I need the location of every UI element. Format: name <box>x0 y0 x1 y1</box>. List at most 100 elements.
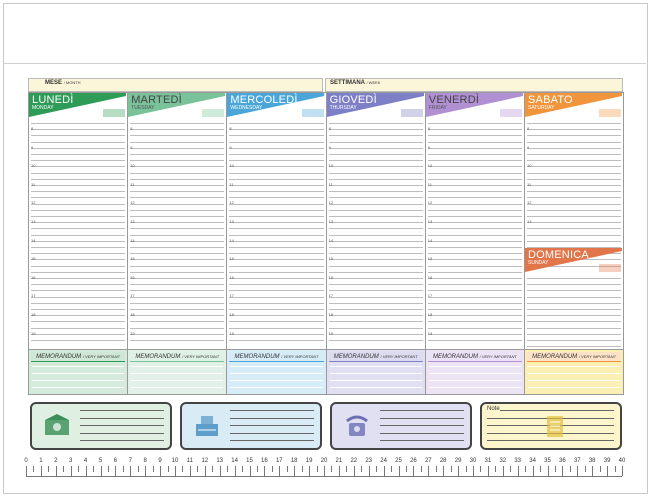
writing-line <box>130 296 225 298</box>
writing-line <box>328 166 423 168</box>
memorandum-box[interactable]: MEMORANDUM / VERY IMPORTANT <box>128 349 227 394</box>
ruler-tick <box>443 466 445 476</box>
day-column[interactable]: VENERDÌ FRIDAY 8 9 10 11 12 13 14 15 16 17 18 19 MEMOR… <box>424 92 525 395</box>
hour-label: 8 <box>130 126 133 131</box>
hour-label: 17 <box>31 293 36 299</box>
writing-line <box>427 253 522 255</box>
date-box[interactable] <box>103 109 126 117</box>
day-column[interactable]: MARTEDÌ TUESDAY 8 9 10 11 12 13 14 15 16 17 18 19 MEMO… <box>127 92 228 395</box>
memorandum-title: MEMORANDUM <box>234 354 282 360</box>
writing-line <box>527 346 622 348</box>
memo-line <box>528 380 621 381</box>
ruler-number: 17 <box>275 458 283 464</box>
memorandum-title: MEMORANDUM <box>532 354 579 360</box>
writing-line <box>229 222 324 224</box>
writing-line <box>427 333 522 335</box>
writing-line <box>130 265 225 267</box>
writing-line <box>328 265 423 267</box>
day-name: LUNEDÌ <box>32 94 74 106</box>
writing-line <box>31 154 126 155</box>
memorandum-subtitle: / VERY IMPORTANT <box>578 354 617 359</box>
writing-line <box>427 247 522 248</box>
writing-line <box>427 141 522 143</box>
memorandum-subtitle: / VERY IMPORTANT <box>82 354 121 359</box>
bottom-note-box[interactable] <box>30 402 172 450</box>
day-column[interactable]: SABATO SATURDAY 8 9 10 11 12 13 DOMENICA SUNDAY ME… <box>524 92 625 395</box>
ruler-tick <box>70 466 72 476</box>
week-label: SETTIMANA / WEEK <box>330 80 381 86</box>
writing-line <box>328 197 423 199</box>
day-header-band <box>525 93 623 117</box>
date-box[interactable] <box>599 109 622 117</box>
writing-line <box>527 197 622 199</box>
writing-line <box>130 271 225 273</box>
ruler-tick <box>592 466 594 476</box>
sunday-section[interactable]: DOMENICA SUNDAY <box>525 248 623 352</box>
memorandum-box[interactable]: MEMORANDUM / VERY IMPORTANT <box>326 349 425 394</box>
day-name-english: FRIDAY <box>428 105 447 111</box>
hour-label: 10 <box>328 163 334 169</box>
ruler-number: 8 <box>143 458 147 464</box>
ruler-tick <box>577 466 579 476</box>
writing-line <box>229 141 324 143</box>
writing-line <box>427 222 522 224</box>
box-line <box>80 440 164 441</box>
writing-line <box>31 302 126 304</box>
memo-line <box>131 380 224 381</box>
memo-line <box>230 366 323 367</box>
box-line <box>230 432 314 434</box>
memo-line <box>131 387 224 388</box>
date-box[interactable] <box>499 109 522 117</box>
writing-line <box>427 203 522 205</box>
ruler-tick <box>450 466 452 472</box>
week-field[interactable]: SETTIMANA / WEEK <box>325 78 623 92</box>
bottom-note-box[interactable] <box>330 402 472 450</box>
hour-label: 14 <box>31 237 36 243</box>
ruler-number: 20 <box>320 458 328 464</box>
bottom-note-box[interactable] <box>180 402 322 450</box>
writing-line <box>527 178 622 180</box>
day-header-shape <box>525 93 623 117</box>
writing-line <box>328 278 423 279</box>
writing-line <box>31 191 126 193</box>
memorandum-box[interactable]: MEMORANDUM / VERY IMPORTANT <box>425 349 524 394</box>
writing-line <box>130 191 225 193</box>
day-column[interactable]: LUNEDÌ MONDAY 8 9 10 11 12 13 14 15 16 17 18 19 MEMORA… <box>28 92 129 395</box>
day-name: MERCOLEDÌ <box>230 94 298 106</box>
writing-line <box>328 333 423 335</box>
notepad-icon <box>547 416 563 437</box>
writing-line <box>328 222 423 224</box>
hour-label: 18 <box>130 312 135 317</box>
date-box[interactable] <box>301 109 324 117</box>
day-column[interactable]: GIOVEDÌ THURSDAY 8 9 10 11 12 13 14 15 16 17 18 19 MEM… <box>325 92 426 395</box>
month-field[interactable]: MESE / MONTH <box>28 78 323 92</box>
box-line <box>487 410 614 411</box>
hour-label: 14 <box>130 237 135 243</box>
ruler-number: 16 <box>261 458 268 464</box>
money-icon <box>45 414 69 435</box>
memorandum-label: MEMORANDUM / VERY IMPORTANT <box>527 352 622 362</box>
date-box[interactable] <box>400 109 423 117</box>
writing-line <box>328 160 423 162</box>
writing-line <box>31 222 126 224</box>
writing-line <box>229 309 324 310</box>
day-column[interactable]: MERCOLEDÌ WEDNESDAY 8 9 10 11 12 13 14 15 16 17 18 19… <box>226 92 327 395</box>
ruler-tick <box>309 466 311 476</box>
memorandum-box[interactable]: MEMORANDUM / VERY IMPORTANT <box>29 349 128 394</box>
writing-line <box>31 271 126 273</box>
writing-line <box>427 315 522 317</box>
ruler-tick <box>405 466 407 472</box>
date-box[interactable] <box>202 109 225 117</box>
memorandum-box[interactable]: MEMORANDUM / VERY IMPORTANT <box>227 349 326 394</box>
hour-label: 8 <box>229 126 232 131</box>
hour-label: 18 <box>31 312 36 317</box>
writing-line <box>328 172 423 174</box>
day-header-shape <box>128 93 226 117</box>
memorandum-box[interactable]: MEMORANDUM / VERY IMPORTANT <box>525 349 624 394</box>
ruler-tick <box>279 466 281 476</box>
bottom-note-box[interactable]: Note <box>480 402 622 450</box>
writing-line <box>527 340 622 341</box>
date-box[interactable] <box>599 264 622 272</box>
writing-line <box>31 185 126 186</box>
ruler-tick <box>264 466 266 476</box>
